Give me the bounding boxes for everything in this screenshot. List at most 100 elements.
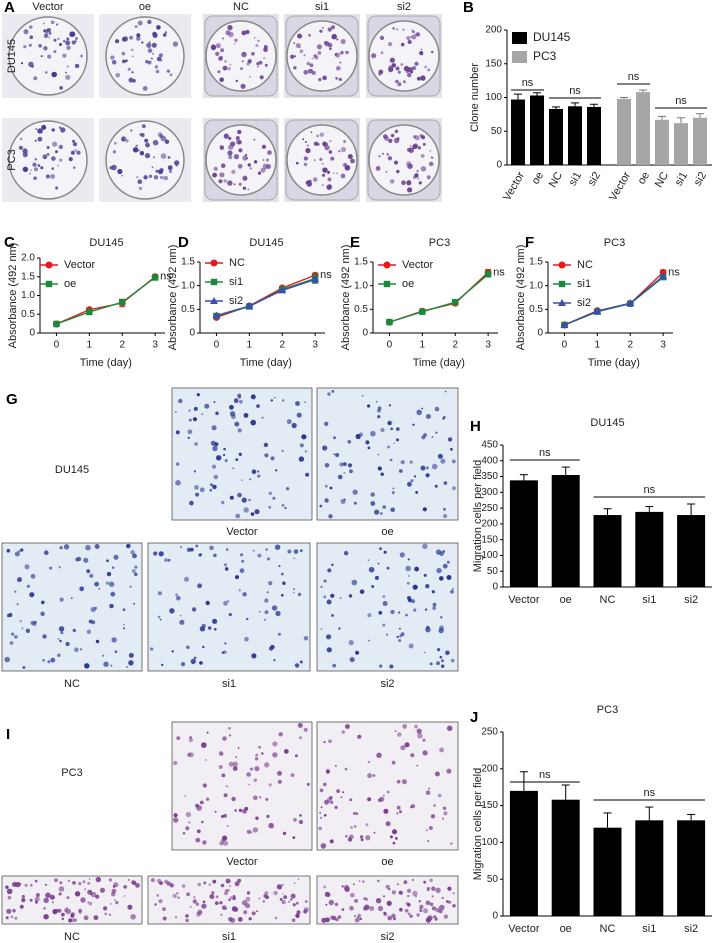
- cell: [399, 627, 401, 630]
- cell: [114, 650, 118, 654]
- cell: [253, 160, 258, 164]
- bar: [551, 799, 580, 916]
- cell: [261, 416, 264, 419]
- cell: [214, 901, 219, 905]
- column-label: si2: [397, 1, 411, 13]
- image-label: Vector: [226, 526, 258, 538]
- cell: [5, 916, 9, 920]
- cell: [169, 608, 175, 614]
- cell: [229, 734, 232, 737]
- cell: [176, 736, 181, 740]
- cell: [385, 633, 389, 636]
- cell: [439, 904, 445, 911]
- cell: [110, 591, 116, 597]
- cell: [261, 752, 264, 755]
- cell: [203, 881, 207, 885]
- cell: [429, 150, 432, 152]
- legend-swatch: [512, 32, 527, 44]
- cell: [40, 55, 43, 58]
- cell: [51, 156, 56, 161]
- x-tick-label: 3: [660, 340, 666, 351]
- photo: [171, 721, 313, 851]
- cell: [324, 498, 329, 503]
- cell: [419, 51, 424, 56]
- cell: [58, 566, 61, 569]
- photo: [2, 118, 94, 202]
- cell: [219, 145, 225, 150]
- cell: [379, 547, 382, 551]
- cell: [436, 661, 440, 666]
- y-tick-label: 1.0: [181, 280, 195, 291]
- cell: [29, 898, 33, 902]
- cell: [138, 149, 141, 152]
- cell: [345, 50, 349, 55]
- cell: [42, 658, 45, 662]
- photo: [316, 542, 459, 672]
- cell: [185, 914, 189, 918]
- cell: [328, 150, 333, 154]
- cell: [111, 164, 117, 171]
- cell: [45, 892, 51, 898]
- cell: [47, 54, 52, 59]
- cell: [267, 557, 270, 561]
- cell: [169, 73, 173, 77]
- cell: [33, 176, 37, 180]
- cell: [420, 465, 426, 471]
- cell: [223, 600, 228, 606]
- cell: [405, 565, 412, 572]
- cell: [400, 63, 404, 66]
- cell: [210, 44, 217, 51]
- cell: [336, 66, 341, 71]
- cell: [443, 481, 448, 485]
- marker: [386, 318, 393, 326]
- cell: [277, 779, 282, 784]
- cell: [238, 182, 242, 186]
- bar: [530, 95, 544, 165]
- cell: [188, 418, 192, 422]
- cell: [447, 886, 452, 891]
- photo: [366, 14, 442, 98]
- cell: [390, 427, 394, 431]
- cell: [160, 59, 163, 62]
- cell: [382, 623, 386, 627]
- cell: [418, 900, 421, 903]
- cell: [421, 435, 426, 440]
- cell: [378, 155, 381, 158]
- annotation: ns: [522, 77, 534, 89]
- cell: [238, 148, 243, 153]
- cell: [346, 167, 350, 170]
- cell: [263, 57, 265, 59]
- cell: [213, 401, 216, 403]
- cell: [394, 129, 399, 134]
- cell: [371, 53, 377, 59]
- cell: [399, 552, 405, 558]
- cell: [417, 177, 420, 180]
- cell: [262, 159, 265, 161]
- legend-marker: [383, 261, 391, 269]
- cell: [65, 908, 71, 915]
- cell: [213, 553, 217, 558]
- cell: [219, 841, 224, 846]
- cell: [281, 900, 286, 905]
- cell: [364, 904, 370, 910]
- cell: [324, 484, 328, 488]
- cell: [370, 492, 375, 497]
- cell: [229, 495, 234, 500]
- cell: [229, 63, 232, 66]
- cell: [111, 892, 116, 897]
- cell: [87, 901, 90, 904]
- chart-title: PC3: [604, 237, 625, 249]
- cell: [278, 565, 281, 568]
- cell: [430, 156, 433, 159]
- column-label: si1: [315, 1, 329, 13]
- cell: [52, 141, 58, 147]
- cell: [42, 22, 45, 25]
- cell: [180, 662, 186, 667]
- cell: [228, 898, 232, 902]
- cell: [392, 841, 396, 845]
- cell: [327, 170, 331, 174]
- cell: [248, 59, 251, 62]
- cell: [368, 566, 375, 573]
- cell: [258, 610, 261, 613]
